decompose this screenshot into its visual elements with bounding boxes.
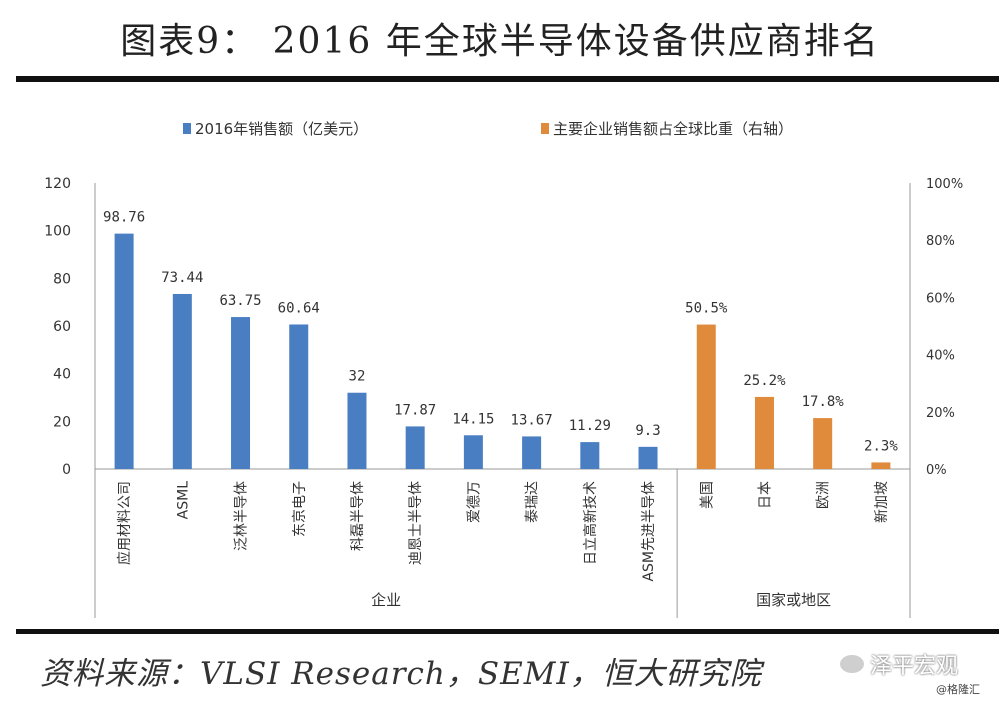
category-label: 迪恩士半导体 <box>408 481 424 565</box>
bar <box>463 435 483 469</box>
watermark: 泽平宏观 <box>840 648 958 680</box>
bar <box>696 324 716 469</box>
y-left-tick-label: 100 <box>44 224 71 240</box>
y-right-tick-label: 0% <box>926 463 947 478</box>
bar <box>754 396 774 469</box>
category-label: 欧洲 <box>816 481 832 509</box>
data-label: 13.67 <box>511 412 553 428</box>
data-label: 17.87 <box>394 402 436 418</box>
y-right-tick-label: 60% <box>926 291 955 306</box>
watermark-sub: @格隆汇 <box>936 683 980 696</box>
group-label: 企业 <box>371 591 401 609</box>
legend-swatch-share <box>541 123 549 134</box>
category-label: 新加坡 <box>874 481 890 523</box>
y-left-tick-label: 20 <box>53 414 71 430</box>
bar <box>813 418 833 469</box>
category-label: 日立高新技术 <box>582 481 599 565</box>
category-label: 美国 <box>699 481 715 509</box>
data-label: 73.44 <box>161 270 203 286</box>
group-label: 国家或地区 <box>756 591 831 609</box>
legend-label-sales: 2016年销售额（亿美元） <box>195 120 369 138</box>
legend-label-share: 主要企业销售额占全球比重（右轴） <box>553 120 794 138</box>
bar <box>405 426 425 469</box>
y-right-tick-label: 40% <box>926 349 955 364</box>
y-left-tick-label: 80 <box>53 271 71 287</box>
category-label: 爱德万 <box>466 481 482 523</box>
data-label: 14.15 <box>452 411 494 427</box>
bar <box>347 392 367 469</box>
chart-title: 图表9： 2016 年全球半导体设备供应商排名 <box>120 21 880 62</box>
category-label: 科磊半导体 <box>350 481 366 551</box>
bar <box>638 446 658 469</box>
bottom-divider <box>16 629 999 634</box>
category-label: 应用材料公司 <box>116 481 133 565</box>
legend-item-share: 主要企业销售额占全球比重（右轴） <box>541 118 793 139</box>
y-right-tick-label: 80% <box>926 234 955 249</box>
bar <box>522 436 542 469</box>
data-label: 11.29 <box>569 418 611 434</box>
y-left-tick-label: 40 <box>53 367 71 383</box>
data-label: 9.3 <box>635 423 660 439</box>
y-right-tick-label: 100% <box>926 177 963 192</box>
category-label: 日本 <box>757 481 773 509</box>
y-left-tick-label: 0 <box>62 462 71 478</box>
wechat-icon <box>840 655 864 673</box>
category-label: 东京电子 <box>292 481 308 537</box>
y-left-tick-label: 60 <box>53 319 71 335</box>
bar <box>114 233 134 469</box>
bar <box>289 324 309 469</box>
data-label: 32 <box>349 369 366 385</box>
data-label: 2.3% <box>864 438 898 454</box>
data-label: 25.2% <box>743 373 786 389</box>
data-label: 63.75 <box>219 293 261 309</box>
legend-item-sales: 2016年销售额（亿美元） <box>183 118 368 139</box>
top-divider <box>16 76 999 82</box>
category-label: ASM先进半导体 <box>641 481 657 582</box>
data-label: 60.64 <box>278 300 320 316</box>
category-label: 泛林半导体 <box>234 481 250 551</box>
y-left-tick-label: 120 <box>44 176 71 192</box>
data-label: 98.76 <box>103 210 145 226</box>
bar <box>172 293 192 469</box>
watermark-text: 泽平宏观 <box>870 654 959 679</box>
bar <box>231 317 251 469</box>
data-label: 17.8% <box>802 394 845 410</box>
legend-swatch-sales <box>183 123 191 134</box>
data-label: 50.5% <box>685 301 728 317</box>
category-label: ASML <box>175 481 191 520</box>
bar <box>871 462 891 469</box>
category-label: 泰瑞达 <box>525 481 541 523</box>
bar <box>580 442 600 469</box>
y-right-tick-label: 20% <box>926 406 955 421</box>
source-note: 资料来源：VLSI Research，SEMI，恒大研究院 <box>40 656 762 692</box>
